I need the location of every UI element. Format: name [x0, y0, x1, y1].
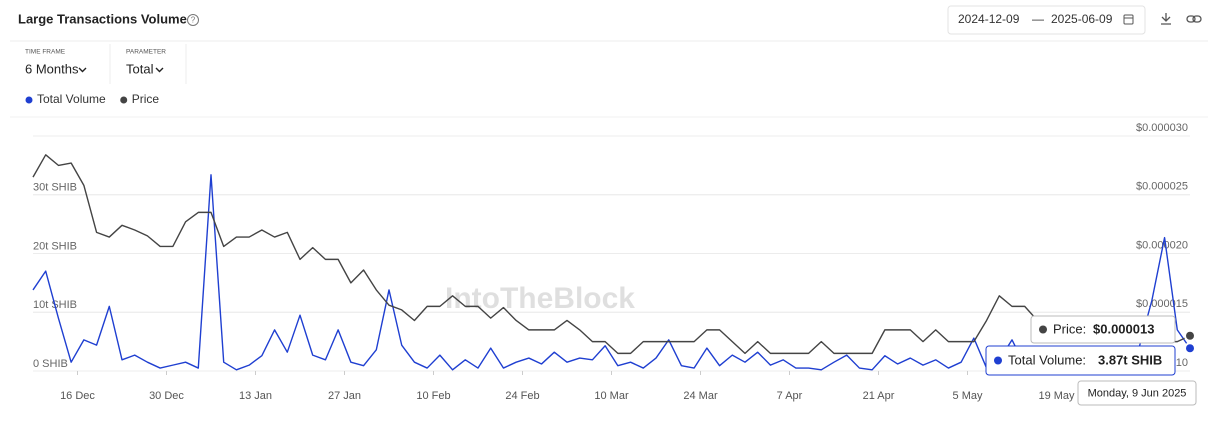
y2-tick-label: $0.000025 — [1136, 181, 1188, 193]
filter-label: PARAMETER — [126, 49, 166, 56]
tooltip-box — [1077, 380, 1197, 406]
hover-point — [1184, 342, 1196, 355]
svg-text:?: ? — [191, 16, 196, 25]
x-tick-label: 27 Jan — [328, 390, 361, 402]
x-tick-label: 30 Dec — [149, 390, 184, 402]
tooltip-date: Monday, 9 Jun 2025 — [1088, 387, 1187, 399]
tooltip-dot — [1039, 325, 1047, 334]
x-tick-label: 24 Feb — [505, 390, 539, 402]
tooltip-box — [1030, 315, 1176, 344]
date-range[interactable] — [947, 5, 1146, 35]
x-tick-label: 24 Mar — [683, 390, 718, 402]
chevron — [78, 67, 87, 73]
x-tick-label: 10 Feb — [416, 390, 450, 402]
x-tick-label: 19 May — [1038, 390, 1075, 402]
date-start: 2024-12-09 — [958, 12, 1020, 26]
date-end: 2025-06-09 — [1051, 12, 1113, 26]
x-tick-label: 13 Jan — [239, 390, 272, 402]
watermark: IntoTheBlock — [445, 282, 635, 315]
legend: Total Volume Price — [25, 92, 160, 106]
download-icon[interactable] — [1161, 13, 1171, 25]
filter-value[interactable]: Total — [126, 61, 154, 76]
x-tick-label: 21 Apr — [863, 390, 895, 402]
series-line — [32, 154, 1191, 355]
title: Large Transactions Volume — [18, 11, 187, 26]
x-tick-label: 10 Mar — [594, 390, 629, 402]
y-tick-label: 30t SHIB — [33, 182, 77, 194]
date-separator: — — [1032, 12, 1044, 26]
y2-tick-label: $0.000020 — [1136, 239, 1188, 251]
y2-tick-label: $0.000015 — [1136, 298, 1188, 310]
tooltip-value: $0.000013 — [1093, 321, 1154, 336]
filter-label: TIME FRAME — [25, 49, 66, 56]
tooltip-label: Price: — [1053, 321, 1086, 336]
legend-dot — [25, 96, 33, 104]
legend-label: Price — [132, 92, 160, 106]
tooltip-dot — [994, 356, 1002, 365]
calendar-icon[interactable] — [1123, 14, 1134, 25]
x-tick-label: 7 Apr — [777, 390, 803, 402]
tooltip: Price: $0.000013 Total Volume: 3.87t SHI… — [985, 315, 1197, 406]
tooltip-label: Total Volume: — [1008, 352, 1086, 367]
hover-point — [1184, 329, 1196, 342]
x-tick-label: 5 May — [953, 390, 983, 402]
x-tick-label: 16 Dec — [60, 390, 95, 402]
filter-value[interactable]: 6 Months — [25, 61, 79, 76]
legend-label: Total Volume — [37, 92, 106, 106]
legend-dot — [120, 96, 128, 104]
series-line — [32, 174, 1191, 371]
chevron — [155, 67, 164, 73]
tooltip-box — [985, 345, 1176, 376]
y-tick-label: 20t SHIB — [33, 240, 77, 252]
help-icon[interactable]: ? — [187, 14, 199, 26]
y-tick-label: 0 SHIB — [33, 358, 68, 370]
link-icon[interactable] — [1186, 15, 1202, 23]
y2-tick-label: $0.000030 — [1136, 122, 1188, 134]
tooltip-value: 3.87t SHIB — [1098, 352, 1162, 367]
